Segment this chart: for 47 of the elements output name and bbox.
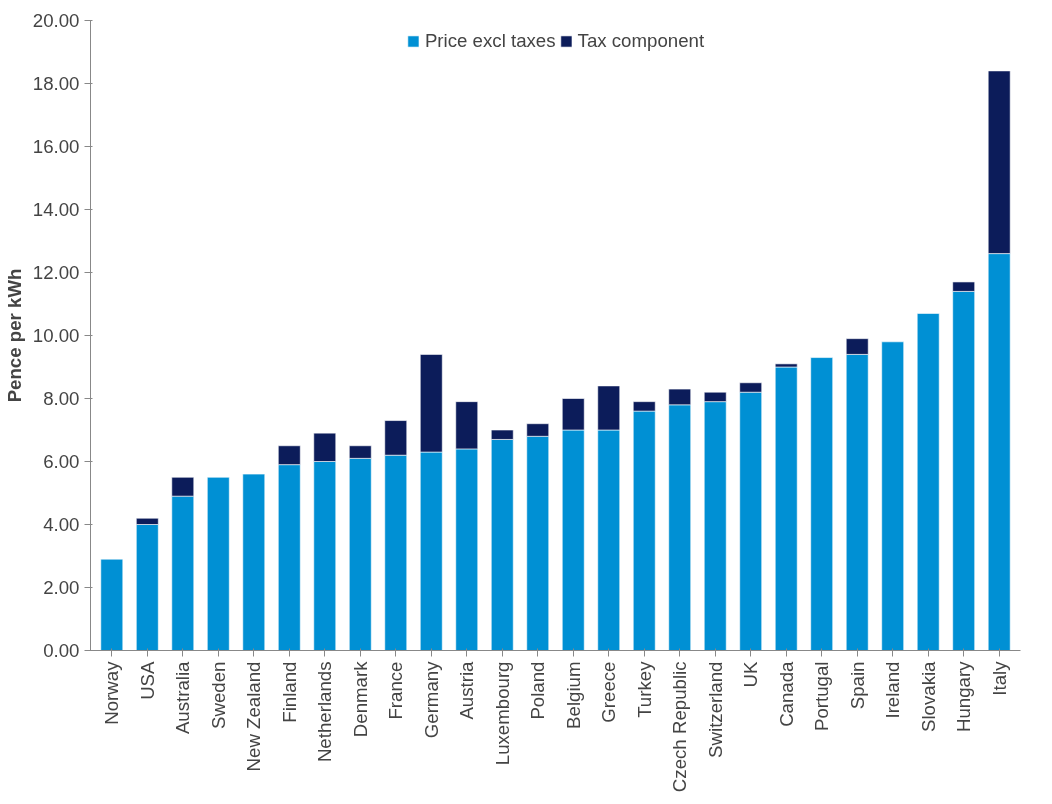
bar <box>774 366 798 651</box>
bar <box>242 473 266 651</box>
bar <box>100 558 124 651</box>
y-tick-label: 8.00 <box>43 388 80 409</box>
y-tick-label: 2.00 <box>43 577 80 598</box>
x-tick-label: Greece <box>598 661 620 723</box>
bar <box>810 357 834 651</box>
y-tick-label: 6.00 <box>43 451 80 472</box>
x-tick-label: Hungary <box>953 660 975 733</box>
x-tick-label: USA <box>136 660 158 700</box>
x-tick-label: Denmark <box>349 660 371 738</box>
y-axis-title: Pence per kWh <box>3 268 25 403</box>
y-tick-label: 4.00 <box>43 514 80 535</box>
x-tick-label: Poland <box>527 661 549 720</box>
x-tick-label: Austria <box>456 660 478 720</box>
x-tick-label: Netherlands <box>314 661 336 763</box>
x-tick-label: France <box>385 661 407 720</box>
y-tick-label: 20.00 <box>32 10 80 31</box>
legend-label: Tax component <box>577 30 705 52</box>
y-tick-label: 0.00 <box>43 640 80 661</box>
x-tick-label: Sweden <box>207 661 229 729</box>
bar <box>881 341 905 651</box>
y-tick-label: 14.00 <box>32 199 80 220</box>
bar <box>916 313 940 651</box>
x-tick-label: Italy <box>988 660 1010 696</box>
x-tick-label: Slovakia <box>917 660 939 733</box>
x-tick-label: Luxembourg <box>491 661 513 766</box>
x-tick-label: Germany <box>420 660 442 739</box>
legend-label: Price excl taxes <box>424 30 556 52</box>
x-tick-label: UK <box>740 660 762 688</box>
y-tick-label: 12.00 <box>32 262 80 283</box>
x-tick-label: Spain <box>846 661 868 710</box>
x-tick-label: Finland <box>278 661 300 723</box>
x-tick-label: Ireland <box>882 661 904 719</box>
bar <box>206 476 230 651</box>
x-tick-label: Portugal <box>811 661 833 731</box>
x-tick-label: Czech Republic <box>669 661 691 793</box>
x-tick-label: Norway <box>101 660 123 725</box>
x-tick-label: Canada <box>775 660 797 727</box>
x-tick-label: Switzerland <box>704 661 726 758</box>
y-tick-label: 10.00 <box>32 325 80 346</box>
y-tick-label: 16.00 <box>32 136 80 157</box>
x-tick-label: Turkey <box>633 660 655 718</box>
y-tick-label: 18.00 <box>32 73 80 94</box>
x-tick-label: Belgium <box>562 661 584 729</box>
x-tick-label: New Zealand <box>243 661 265 772</box>
x-tick-label: Australia <box>172 660 194 735</box>
